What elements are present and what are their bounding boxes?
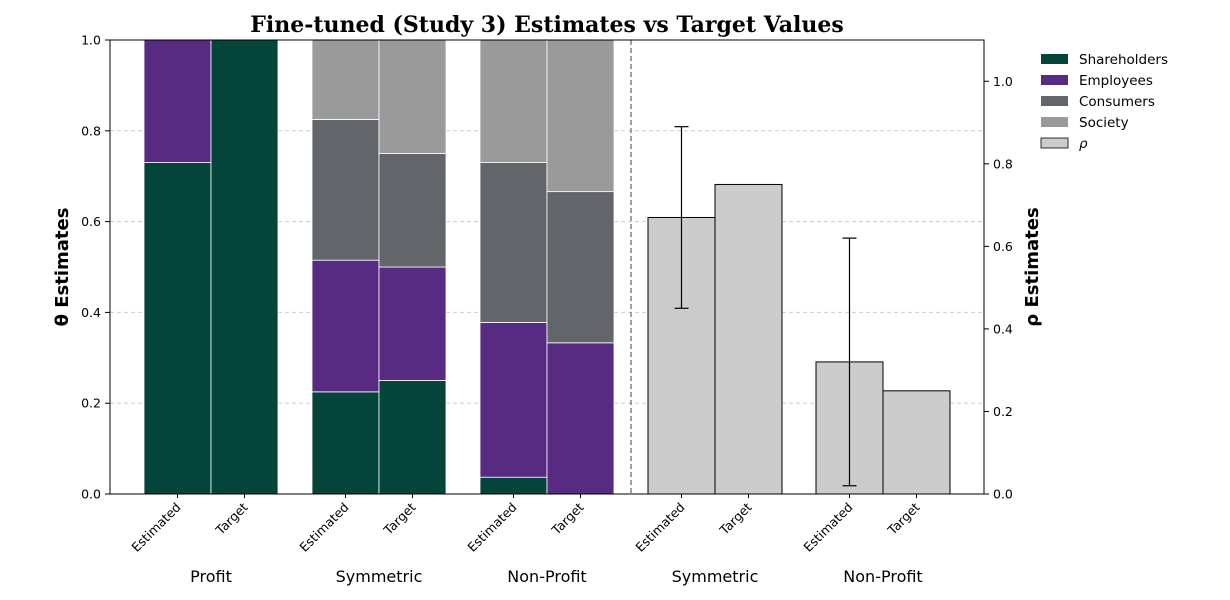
left-axis-label: θ Estimates: [52, 208, 73, 327]
right-axis-label: ρ Estimates: [1022, 207, 1043, 326]
x-tick-label: Target: [212, 499, 251, 538]
x-tick-label: Estimated: [128, 500, 183, 555]
bar-segment-employees: [311, 259, 380, 393]
right-tick-label: 0.0: [993, 487, 1013, 502]
bar-segment-consumers: [479, 162, 548, 323]
left-tick-label: 0.4: [81, 305, 101, 320]
x-tick-label: Estimated: [632, 500, 687, 555]
legend: Shareholders Employees Consumers Society ρ: [1040, 52, 1168, 152]
group-label: Symmetric: [672, 567, 759, 586]
legend-label: ρ: [1079, 136, 1088, 152]
right-tick-label: 0.2: [993, 404, 1013, 419]
x-tick-label: Estimated: [800, 500, 855, 555]
left-tick-label: 0.8: [81, 123, 101, 138]
legend-swatch: [1041, 75, 1068, 85]
bar-segment-employees: [479, 321, 548, 478]
bar-segment-consumers: [546, 191, 615, 344]
bar-segment-shareholders: [210, 39, 279, 495]
legend-swatch: [1040, 137, 1069, 149]
bar-segment-employees: [143, 39, 212, 163]
x-tick-label: Target: [380, 499, 419, 538]
bar-segment-shareholders: [143, 162, 212, 495]
bar-segment-society: [311, 39, 380, 120]
legend-label: Employees: [1079, 73, 1153, 89]
right-tick-label: 0.4: [993, 321, 1013, 336]
right-tick-label: 0.6: [993, 239, 1013, 254]
chart-title: Fine-tuned (Study 3) Estimates vs Target…: [250, 12, 844, 38]
left-tick-label: 0.6: [81, 214, 101, 229]
group-label: Profit: [190, 567, 232, 586]
x-tick-label: Estimated: [464, 500, 519, 555]
bar-segment-shareholders: [479, 476, 548, 495]
group-label: Non-Profit: [843, 567, 922, 586]
bar-segment-employees: [378, 266, 447, 381]
x-tick-label: Target: [884, 499, 923, 538]
x-tick-label: Estimated: [296, 500, 351, 555]
legend-label: Consumers: [1079, 94, 1155, 110]
bar-segment-shareholders: [311, 391, 380, 495]
rho-bar: [882, 390, 951, 495]
bar-segment-consumers: [311, 119, 380, 261]
bar-segment-employees: [546, 342, 615, 495]
legend-label: Society: [1079, 115, 1129, 131]
left-tick-label: 0.2: [81, 396, 101, 411]
left-tick-label: 0.0: [81, 487, 101, 502]
bar-segment-shareholders: [378, 380, 447, 495]
rho-bar: [714, 183, 783, 495]
x-tick-label: Target: [548, 499, 587, 538]
group-label: Non-Profit: [507, 567, 586, 586]
legend-swatch: [1041, 117, 1068, 127]
group-label: Symmetric: [336, 567, 423, 586]
bar-segment-society: [479, 39, 548, 163]
bars: [143, 39, 951, 495]
left-tick-label: 1.0: [81, 33, 101, 48]
legend-swatch: [1041, 54, 1068, 64]
legend-swatch: [1041, 96, 1068, 106]
legend-label: Shareholders: [1079, 52, 1168, 68]
bar-segment-consumers: [378, 153, 447, 268]
x-tick-label: Target: [716, 499, 755, 538]
plot-frame: [109, 39, 985, 495]
right-tick-label: 0.8: [993, 156, 1013, 171]
bar-segment-society: [378, 39, 447, 154]
bar-segment-society: [546, 39, 615, 193]
right-tick-label: 1.0: [993, 74, 1013, 89]
